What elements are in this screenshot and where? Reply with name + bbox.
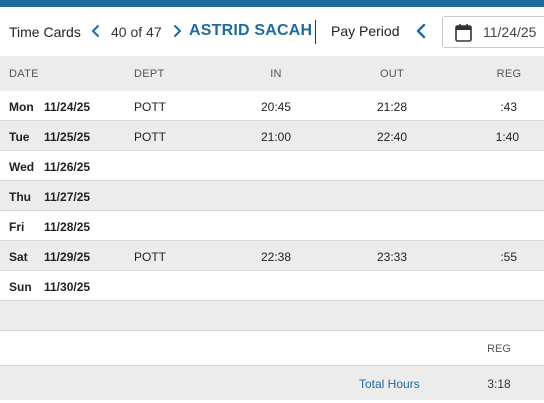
table-row[interactable]: Sun 11/30/25	[0, 271, 544, 301]
row-day: Mon	[9, 100, 34, 114]
row-dept: POTT	[134, 100, 166, 114]
row-dept: POTT	[134, 130, 166, 144]
row-out: 21:28	[376, 100, 408, 114]
row-day: Thu	[9, 190, 31, 204]
chevron-left-icon	[416, 23, 426, 39]
table-spacer-row	[0, 301, 544, 331]
table-row[interactable]: Wed 11/26/25	[0, 151, 544, 181]
column-header-dept: DEPT	[134, 68, 165, 80]
totals-column-label: REG	[487, 343, 511, 355]
table-row[interactable]: Sat 11/29/25 POTT 22:38 23:33 :55	[0, 241, 544, 271]
row-in: 20:45	[260, 100, 292, 114]
column-header-in: IN	[270, 68, 282, 80]
header-divider	[315, 20, 316, 44]
table-row[interactable]: Mon 11/24/25 POTT 20:45 21:28 :43	[0, 91, 544, 121]
timecard-table: DATE DEPT IN OUT REG Mon 11/24/25 POTT 2…	[0, 56, 544, 331]
table-row[interactable]: Thu 11/27/25	[0, 181, 544, 211]
chevron-right-icon	[174, 25, 181, 37]
totals-header-row: REG	[0, 331, 544, 366]
employee-counter: 40 of 47	[111, 24, 162, 40]
column-header-out: OUT	[379, 68, 405, 80]
table-row[interactable]: Fri 11/28/25	[0, 211, 544, 241]
calendar-icon[interactable]	[455, 23, 472, 42]
row-out: 23:33	[376, 250, 408, 264]
previous-pay-period-button[interactable]	[415, 21, 429, 41]
row-day: Fri	[9, 220, 25, 234]
pay-period-date-picker[interactable]: 11/24/25	[442, 16, 544, 48]
row-reg: :55	[500, 250, 517, 264]
row-date: 11/28/25	[44, 220, 91, 234]
employee-name-link[interactable]: ASTRID SACAH	[189, 22, 313, 39]
page-title: Time Cards	[9, 24, 81, 40]
row-day: Tue	[9, 130, 30, 144]
table-header-row: DATE DEPT IN OUT REG	[0, 56, 544, 91]
column-header-reg: REG	[496, 68, 522, 80]
row-day: Sun	[9, 280, 32, 294]
row-date: 11/24/25	[44, 100, 91, 114]
row-in: 21:00	[260, 130, 292, 144]
row-date: 11/29/25	[44, 250, 91, 264]
row-date: 11/30/25	[44, 280, 91, 294]
row-reg: 1:40	[495, 130, 519, 144]
totals-row: Total Hours 3:18	[0, 366, 544, 400]
row-date: 11/26/25	[44, 160, 91, 174]
pay-period-label: Pay Period	[331, 23, 400, 39]
timecard-header: Time Cards 40 of 47 ASTRID SACAH Pay Per…	[0, 7, 544, 56]
row-reg: :43	[500, 100, 517, 114]
total-hours-value: 3:18	[487, 377, 511, 391]
chevron-left-icon	[92, 25, 99, 37]
pay-period-date-value[interactable]: 11/24/25	[483, 24, 537, 40]
row-out: 22:40	[376, 130, 408, 144]
row-date: 11/25/25	[44, 130, 91, 144]
top-accent-bar	[0, 0, 544, 7]
row-day: Sat	[9, 250, 28, 264]
total-hours-label: Total Hours	[359, 377, 420, 391]
column-header-date: DATE	[9, 68, 39, 80]
table-row[interactable]: Tue 11/25/25 POTT 21:00 22:40 1:40	[0, 121, 544, 151]
row-dept: POTT	[134, 250, 166, 264]
row-in: 22:38	[260, 250, 292, 264]
row-day: Wed	[9, 160, 35, 174]
row-date: 11/27/25	[44, 190, 91, 204]
previous-employee-button[interactable]	[89, 21, 103, 41]
next-employee-button[interactable]	[170, 21, 184, 41]
